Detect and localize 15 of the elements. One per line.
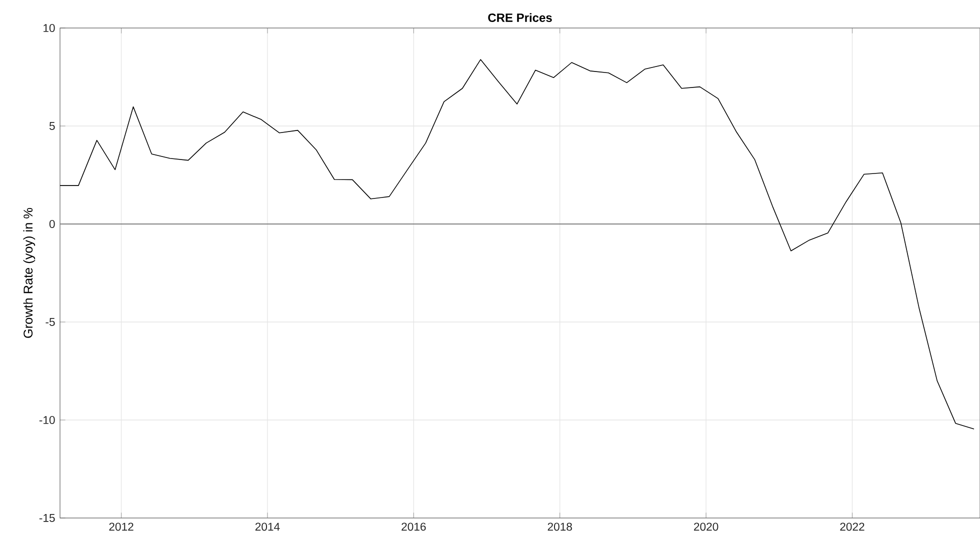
y-axis-title: Growth Rate (yoy) in % — [23, 208, 36, 338]
y-tick-label: -10 — [39, 416, 55, 424]
y-tick-label: 0 — [49, 220, 55, 228]
y-tick-label: -5 — [46, 318, 55, 326]
chart-title: CRE Prices — [488, 13, 552, 22]
y-tick-label: 10 — [44, 24, 55, 32]
x-tick-label: 2020 — [694, 522, 718, 531]
x-tick-label: 2012 — [109, 522, 134, 531]
x-tick-label: 2022 — [840, 522, 864, 531]
x-tick-label: 2016 — [402, 522, 426, 531]
y-tick-label: -15 — [39, 514, 55, 522]
x-tick-label: 2018 — [548, 522, 572, 531]
y-tick-label: 5 — [49, 122, 55, 130]
line-series — [60, 59, 974, 430]
x-tick-label: 2014 — [255, 522, 280, 531]
